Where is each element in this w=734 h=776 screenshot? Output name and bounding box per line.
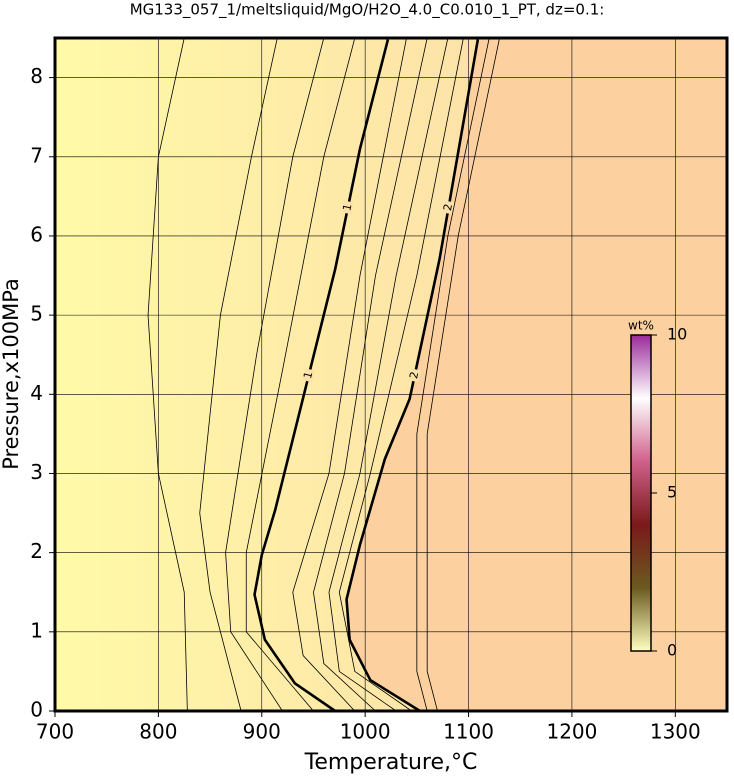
contour-label-bg bbox=[302, 368, 316, 383]
frame bbox=[53, 36, 729, 713]
y-tick-label: 8 bbox=[30, 64, 43, 88]
x-tick-label: 700 bbox=[36, 720, 74, 744]
x-axis-label: Temperature,°C bbox=[304, 750, 478, 775]
x-tick-label: 900 bbox=[243, 720, 281, 744]
contour-label: 1 bbox=[301, 370, 315, 380]
colorbar-tick-label: 0 bbox=[667, 641, 677, 660]
contour-label-bg bbox=[408, 368, 421, 383]
x-tick-label: 1300 bbox=[650, 720, 701, 744]
contour-line bbox=[416, 38, 490, 711]
y-tick-label: 4 bbox=[30, 381, 43, 405]
contour-line bbox=[313, 38, 428, 711]
x-tick-label: 800 bbox=[139, 720, 177, 744]
x-tick-label: 1100 bbox=[443, 720, 494, 744]
colorbar-tick-label: 10 bbox=[667, 325, 687, 344]
y-tick-label: 5 bbox=[30, 302, 43, 326]
y-tick-label: 3 bbox=[30, 460, 43, 484]
contour-line bbox=[426, 38, 500, 711]
contour-line bbox=[345, 39, 480, 711]
colorbar-tick-label: 5 bbox=[667, 483, 677, 502]
colorbar-label: wt% bbox=[628, 319, 654, 333]
y-tick-label: 2 bbox=[30, 539, 43, 563]
contour-label-bg bbox=[442, 200, 455, 215]
contour-label: 2 bbox=[407, 370, 421, 380]
x-tick-label: 1000 bbox=[340, 720, 391, 744]
contour-label: 2 bbox=[441, 203, 455, 212]
contour-line bbox=[328, 38, 449, 711]
y-tick-label: 1 bbox=[30, 618, 43, 642]
contour-line bbox=[245, 38, 356, 711]
contour-label-bg bbox=[341, 200, 355, 215]
contour-line bbox=[338, 38, 464, 711]
contour-line bbox=[199, 38, 278, 711]
contour-label: 1 bbox=[340, 203, 354, 212]
colorbar bbox=[630, 334, 652, 652]
y-tick-label: 0 bbox=[30, 698, 43, 722]
contour-line bbox=[292, 38, 407, 711]
chart-title: MG133_057_1/meltsliquid/MgO/H2O_4.0_C0.0… bbox=[130, 1, 605, 20]
x-tick-label: 1200 bbox=[546, 720, 597, 744]
contour-line bbox=[147, 38, 188, 711]
plot-area: 1 1 2 2 bbox=[55, 38, 727, 711]
contour-line bbox=[225, 38, 325, 711]
low-region bbox=[55, 38, 478, 711]
y-tick-label: 7 bbox=[30, 143, 43, 167]
y-tick-label: 6 bbox=[30, 222, 43, 246]
y-axis-label: Pressure,x100MPa bbox=[0, 278, 23, 470]
